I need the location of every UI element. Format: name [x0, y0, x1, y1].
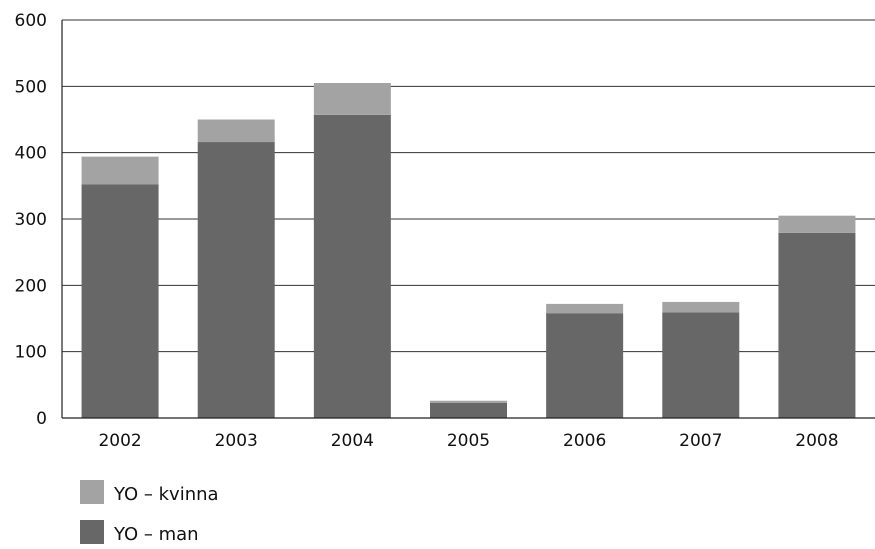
y-tick-label: 200: [15, 276, 47, 296]
bar-2006-series-1: [546, 303, 624, 314]
bar-2005-series-1: [430, 400, 507, 403]
legend: YO – kvinna YO – man: [80, 480, 219, 545]
y-tick-label: 300: [15, 210, 47, 230]
y-tick-label: 100: [15, 343, 47, 363]
bar-2004-series-1: [313, 83, 391, 115]
x-tick-label: 2004: [331, 431, 374, 451]
legend-swatch: [80, 480, 104, 504]
bars: [81, 83, 856, 419]
bar-2004-series-0: [313, 114, 391, 419]
y-tick-label: 500: [15, 77, 47, 97]
bar-2007-series-0: [662, 312, 740, 418]
x-tick-label: 2006: [563, 431, 606, 451]
y-tick-label: 400: [15, 144, 47, 164]
axes: [61, 20, 875, 419]
x-axis-tick-labels: 2002 2003 2004 2005 2006 2007 2008: [98, 431, 838, 451]
x-tick-label: 2005: [447, 431, 490, 451]
legend-swatch: [80, 520, 104, 544]
x-tick-label: 2007: [679, 431, 722, 451]
gridlines: [62, 19, 875, 353]
x-tick-label: 2003: [215, 431, 258, 451]
bar-2003-series-1: [197, 119, 275, 143]
legend-label: YO – man: [113, 524, 199, 545]
y-tick-label: 600: [15, 11, 47, 31]
bar-2005-series-0: [430, 402, 507, 418]
bar-2007-series-1: [662, 301, 740, 313]
x-tick-label: 2008: [795, 431, 838, 451]
bar-2003-series-0: [197, 142, 275, 418]
y-axis-tick-labels: 0 100 200 300 400 500 600: [15, 11, 47, 429]
bar-2002-series-1: [81, 156, 159, 185]
legend-label: YO – kvinna: [113, 484, 219, 505]
x-tick-label: 2002: [98, 431, 141, 451]
bar-2006-series-0: [546, 313, 624, 418]
bar-2008-series-1: [778, 215, 856, 233]
bar-2008-series-0: [778, 232, 856, 418]
bar-2002-series-0: [81, 184, 159, 418]
y-tick-label: 0: [36, 409, 47, 429]
